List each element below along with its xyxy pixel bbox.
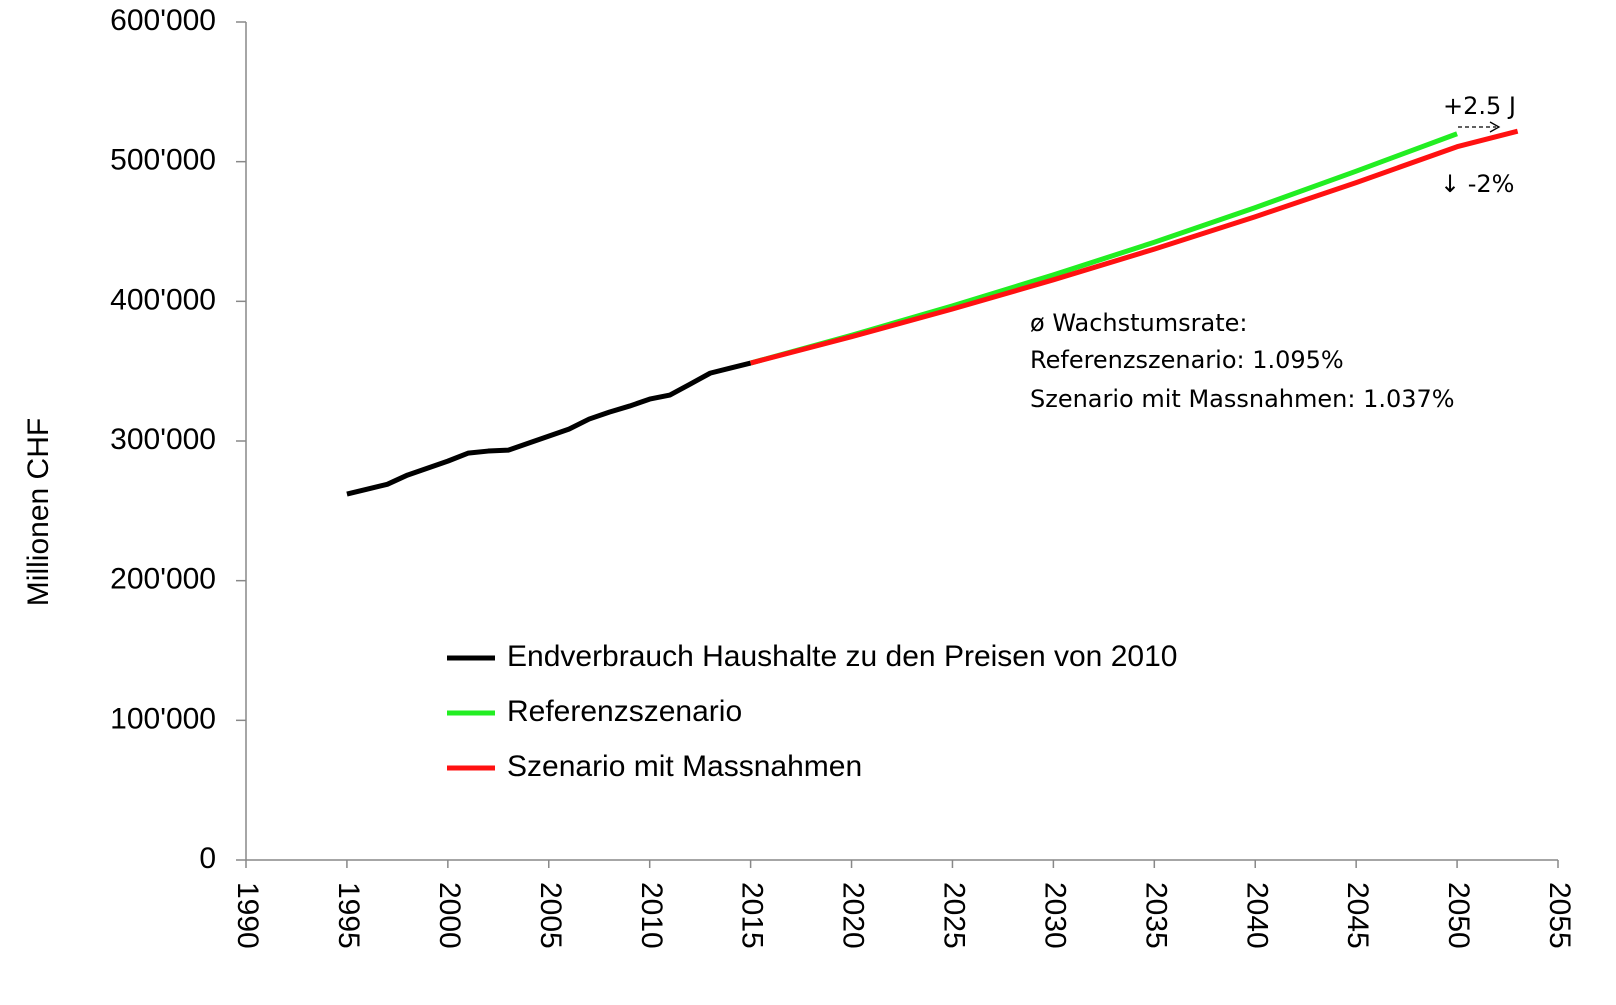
- annotation: Szenario mit Massnahmen: 1.037%: [1030, 385, 1455, 413]
- y-axis-title: Millionen CHF: [22, 418, 55, 606]
- y-tick-label: 0: [199, 842, 216, 875]
- annotation: ↓ -2%: [1440, 170, 1514, 198]
- y-tick-label: 100'000: [110, 702, 216, 735]
- x-tick-label: 2005: [534, 882, 567, 949]
- y-tick-label: 300'000: [110, 423, 216, 456]
- y-tick-label: 400'000: [110, 283, 216, 316]
- x-tick-label: 2010: [635, 882, 668, 949]
- x-tick-label: 2030: [1038, 882, 1071, 949]
- annotation: Referenzszenario: 1.095%: [1030, 346, 1344, 374]
- y-tick-label: 600'000: [110, 4, 216, 37]
- x-tick-label: 2025: [938, 882, 971, 949]
- x-tick-label: 2000: [433, 882, 466, 949]
- y-tick-label: 500'000: [110, 144, 216, 177]
- annotation: ø Wachstumsrate:: [1030, 309, 1247, 337]
- arrow-head: [1489, 121, 1501, 133]
- line: [346, 360, 752, 497]
- legend-label: Szenario mit Massnahmen: [507, 750, 862, 783]
- x-tick-label: 2035: [1139, 882, 1172, 949]
- x-tick-label: 2040: [1240, 882, 1273, 949]
- line: [749, 128, 1519, 366]
- legend-label: Endverbrauch Haushalte zu den Preisen vo…: [507, 640, 1177, 673]
- y-tick-label: 200'000: [110, 563, 216, 596]
- x-tick-label: 1990: [231, 882, 264, 949]
- x-tick-label: 1995: [332, 882, 365, 949]
- legend-label: Referenzszenario: [507, 695, 742, 728]
- x-tick-label: 2055: [1543, 882, 1576, 949]
- annotation: +2.5 J: [1443, 92, 1516, 120]
- x-tick-label: 2015: [736, 882, 769, 949]
- x-tick-label: 2020: [837, 882, 870, 949]
- x-tick-label: 2050: [1442, 882, 1475, 949]
- x-tick-label: 2045: [1341, 882, 1374, 949]
